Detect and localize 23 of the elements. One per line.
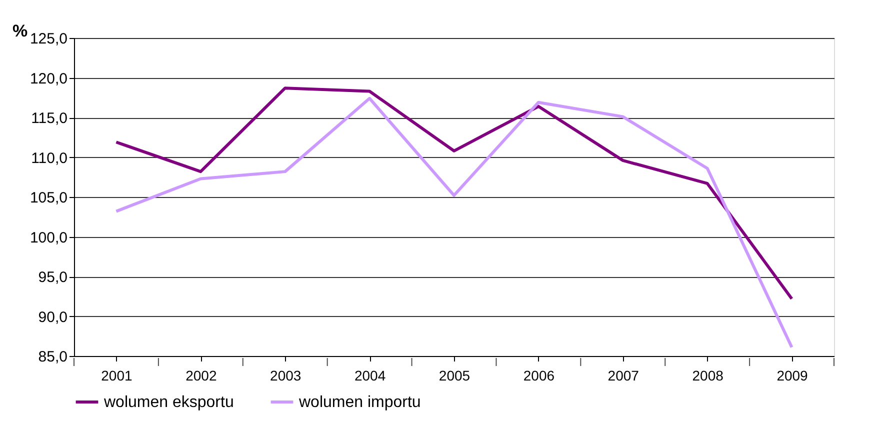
y-tick-label: 110,0 (31, 150, 68, 167)
x-tick-label: 2003 (270, 368, 302, 384)
y-tick-label: 95,0 (38, 269, 68, 286)
y-tick-label: 105,0 (30, 190, 68, 206)
y-tick-label: 90,0 (38, 308, 68, 326)
x-tick-label: 2001 (101, 368, 133, 384)
y-tick-label: 125,0 (30, 30, 68, 48)
x-tick-label: 2008 (692, 368, 724, 384)
x-tick-label: 2006 (523, 368, 555, 384)
y-tick-label: 85,0 (38, 348, 68, 366)
line-series (114, 86, 794, 300)
y-tick-label: 120,0 (30, 70, 68, 88)
x-tick-label: 2009 (776, 368, 808, 384)
x-tick-label: 2002 (186, 368, 217, 384)
y-tick-label: 115,0 (31, 110, 68, 127)
legend-label: wolumen eksportu (103, 394, 234, 411)
x-tick-label: 2004 (354, 368, 386, 384)
line-series (114, 96, 794, 349)
legend-label: wolumen importu (298, 394, 421, 411)
x-tick-label: 2007 (608, 368, 640, 384)
y-axis-title: % (12, 22, 28, 40)
x-tick-label: 2005 (438, 368, 470, 384)
y-tick-label: 100,0 (30, 229, 68, 246)
